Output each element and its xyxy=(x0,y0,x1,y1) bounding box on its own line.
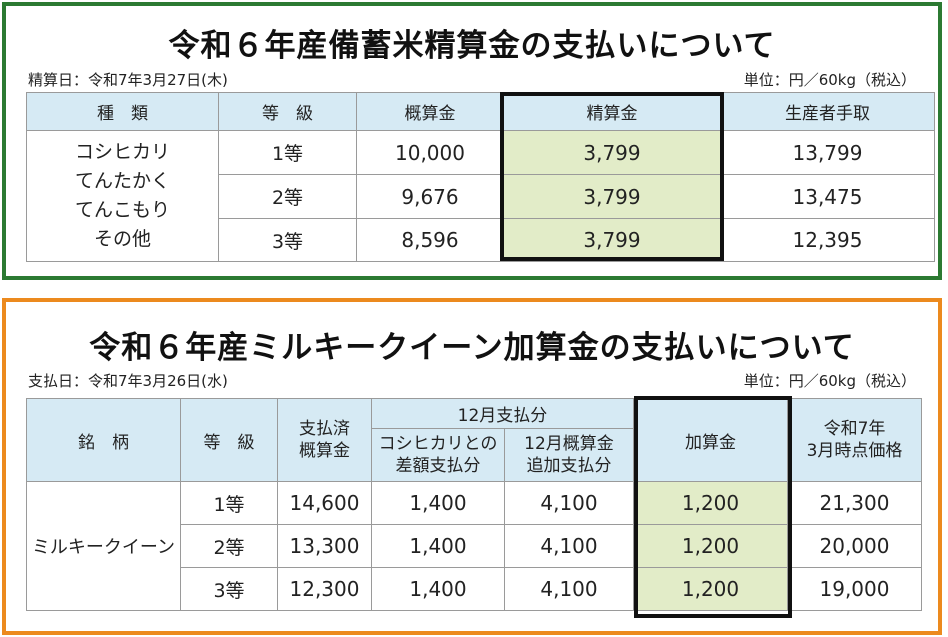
section2-title: 令和６年産ミルキークイーン加算金の支払いについて xyxy=(89,330,855,366)
table-header-row: 種 類 等 級 概算金 精算金 生産者手取 xyxy=(26,92,935,131)
paid-cell: 13,300 xyxy=(277,524,372,568)
grade-cell: 2等 xyxy=(180,524,278,568)
header-grade: 等 級 xyxy=(180,398,278,482)
stockpile-rice-panel: 令和６年産備蓄米精算金の支払いについて 精算日：令和7年3月27日(木) 単位：… xyxy=(2,2,942,280)
payment-date: 支払日：令和7年3月26日(水) xyxy=(28,372,228,390)
variety-cell: コシヒカリ てんたかく てんこもり その他 xyxy=(26,130,219,262)
header-diff-line: 差額支払分 xyxy=(395,456,481,476)
settlement-cell: 3,799 xyxy=(503,218,721,262)
milky-queen-panel: 令和６年産ミルキークイーン加算金の支払いについて 支払日：令和7年3月26日(水… xyxy=(2,298,942,635)
header-paid-estimate: 支払済 概算金 xyxy=(277,398,372,482)
table-row: 3等 12,300 1,400 4,100 1,200 19,000 xyxy=(27,567,922,611)
settlement-cell: 3,799 xyxy=(503,174,721,219)
table-row: 3等 8,596 3,799 12,395 xyxy=(27,218,935,262)
header-paid-line: 支払済 xyxy=(299,419,350,439)
header-bonus: 加算金 xyxy=(633,398,788,482)
header-paid-line: 概算金 xyxy=(299,441,350,461)
take-cell: 13,475 xyxy=(720,174,935,219)
settlement-table: 種 類 等 級 概算金 精算金 生産者手取 コシヒカリ てんたかく てんこもり … xyxy=(26,92,935,262)
take-cell: 13,799 xyxy=(720,130,935,175)
add-cell: 4,100 xyxy=(504,524,634,568)
estimate-cell: 8,596 xyxy=(356,218,504,262)
estimate-cell: 9,676 xyxy=(356,174,504,219)
header-price-line: 令和7年 xyxy=(823,419,886,439)
bonus-table: 銘 柄 等 級 支払済 概算金 12月支払分 加算金 令和7年 3月時点価格 コ… xyxy=(26,398,922,611)
settlement-cell: 3,799 xyxy=(503,130,721,175)
estimate-cell: 10,000 xyxy=(356,130,504,175)
add-cell: 4,100 xyxy=(504,481,634,525)
diff-cell: 1,400 xyxy=(371,524,505,568)
price-cell: 19,000 xyxy=(787,567,922,611)
price-cell: 21,300 xyxy=(787,481,922,525)
grade-cell: 3等 xyxy=(218,218,357,262)
take-cell: 12,395 xyxy=(720,218,935,262)
table-row: 2等 13,300 1,400 4,100 1,200 20,000 xyxy=(27,524,922,568)
bonus-cell: 1,200 xyxy=(633,524,788,568)
variety-line: てんたかく xyxy=(74,170,170,192)
header-take: 生産者手取 xyxy=(720,92,935,131)
header-variety: 種 類 xyxy=(26,92,219,131)
variety-line: コシヒカリ xyxy=(74,141,170,163)
price-cell: 20,000 xyxy=(787,524,922,568)
bonus-cell: 1,200 xyxy=(633,567,788,611)
section1-title: 令和６年産備蓄米精算金の支払いについて xyxy=(168,28,776,64)
table-row: コシヒカリ てんたかく てんこもり その他 1等 10,000 3,799 13… xyxy=(26,130,935,262)
add-cell: 4,100 xyxy=(504,567,634,611)
header-add-line: 12月概算金 xyxy=(524,434,614,454)
grade-cell: 1等 xyxy=(218,130,357,175)
header-brand: 銘 柄 xyxy=(26,398,181,482)
grade-cell: 3等 xyxy=(180,567,278,611)
settlement-date: 精算日：令和7年3月27日(木) xyxy=(28,71,228,89)
header-additional: 12月概算金 追加支払分 xyxy=(504,428,634,482)
header-price: 令和7年 3月時点価格 xyxy=(787,398,922,482)
bonus-cell: 1,200 xyxy=(633,481,788,525)
variety-line: その他 xyxy=(93,228,151,250)
table-header-row: コシヒカリとの 差額支払分 12月概算金 追加支払分 xyxy=(27,428,922,482)
table-header-row: 銘 柄 等 級 支払済 概算金 12月支払分 加算金 令和7年 3月時点価格 xyxy=(26,398,922,482)
header-diff: コシヒカリとの 差額支払分 xyxy=(371,428,505,482)
header-price-line: 3月時点価格 xyxy=(806,441,903,461)
brand-cell: ミルキークイーン xyxy=(26,481,181,611)
grade-cell: 1等 xyxy=(180,481,278,525)
variety-line: てんこもり xyxy=(74,199,170,221)
diff-cell: 1,400 xyxy=(371,481,505,525)
grade-cell: 2等 xyxy=(218,174,357,219)
header-december: 12月支払分 xyxy=(371,398,634,429)
header-add-line: 追加支払分 xyxy=(526,456,612,476)
paid-cell: 12,300 xyxy=(277,567,372,611)
paid-cell: 14,600 xyxy=(277,481,372,525)
table-row: ミルキークイーン 1等 14,600 1,400 4,100 1,200 21,… xyxy=(26,481,922,611)
header-settlement: 精算金 xyxy=(503,92,721,131)
unit-label: 単位：円／60kg（税込） xyxy=(743,71,916,89)
diff-cell: 1,400 xyxy=(371,567,505,611)
header-diff-line: コシヒカリとの xyxy=(378,434,498,454)
header-estimate: 概算金 xyxy=(356,92,504,131)
unit-label: 単位：円／60kg（税込） xyxy=(743,372,916,390)
header-grade: 等 級 xyxy=(218,92,357,131)
